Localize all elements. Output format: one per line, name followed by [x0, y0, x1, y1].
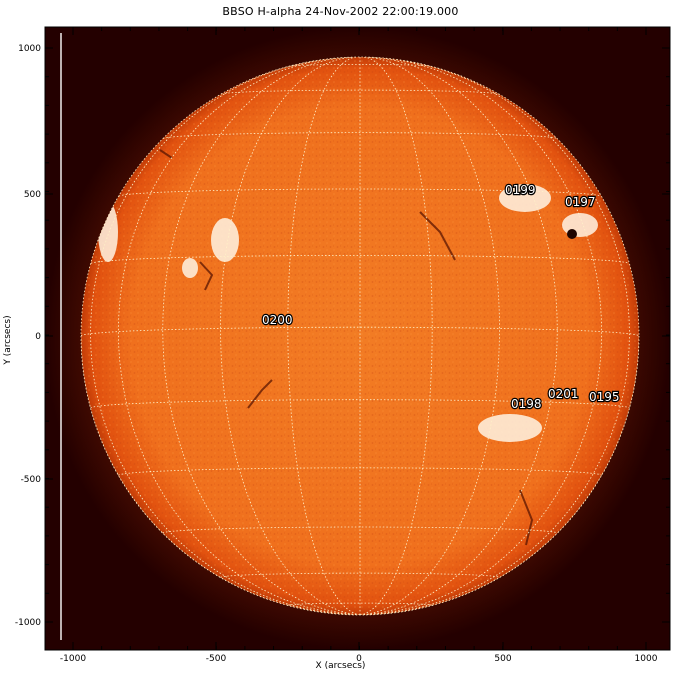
- y-tick-label: -1000: [15, 618, 41, 628]
- grid-line: [90, 255, 630, 264]
- y-tick-label: 500: [24, 190, 41, 200]
- filaments: [159, 149, 534, 546]
- x-tick-labels: -1000 -500 0 500 1000: [60, 654, 658, 664]
- grid-line: [359, 59, 630, 615]
- x-tick-label: 1000: [635, 654, 658, 664]
- region-label-0199: 0199: [505, 183, 536, 197]
- axis-ticks: [45, 27, 670, 650]
- solar-limb: [80, 56, 640, 616]
- sunspot: [567, 229, 577, 239]
- grid-line: [220, 572, 500, 578]
- region-label-0200: 0200: [262, 313, 293, 327]
- y-tick-labels: 1000 500 0 -500 -1000: [15, 44, 41, 628]
- plot-axes: [44, 26, 671, 651]
- x-tick-label: 500: [494, 654, 511, 664]
- grid-line: [162, 57, 361, 615]
- y-tick-label: -500: [21, 475, 42, 485]
- grid-line: [117, 57, 361, 615]
- x-tick-label: -1000: [60, 654, 86, 664]
- grid-line: [359, 57, 558, 615]
- grid-line: [118, 188, 602, 197]
- grid-line: [359, 57, 603, 615]
- region-labels: 0199 0197 0200 0201 0198 0195: [261, 182, 621, 413]
- region-label-0201: 0201: [548, 387, 579, 401]
- grid-line: [90, 399, 630, 409]
- grid-line: [162, 132, 558, 139]
- x-axis-label: X (arcsecs): [315, 661, 366, 671]
- chromosphere-texture: [81, 57, 639, 615]
- grid-line: [359, 57, 500, 615]
- region-label-0197: 0197: [565, 195, 596, 209]
- y-tick-label: 0: [35, 332, 41, 342]
- y-axis-label: Y (arcsecs): [3, 315, 13, 365]
- region-label-0198: 0198: [511, 397, 542, 411]
- image-title: BBSO H-alpha 24-Nov-2002 22:00:19.000: [222, 5, 459, 18]
- grid-line: [220, 57, 361, 615]
- region-label-0195: 0195: [589, 390, 620, 404]
- x-tick-label: -500: [206, 654, 227, 664]
- x-tick-label: 0: [356, 654, 362, 664]
- grid-line: [90, 59, 361, 615]
- y-tick-label: 1000: [18, 44, 41, 54]
